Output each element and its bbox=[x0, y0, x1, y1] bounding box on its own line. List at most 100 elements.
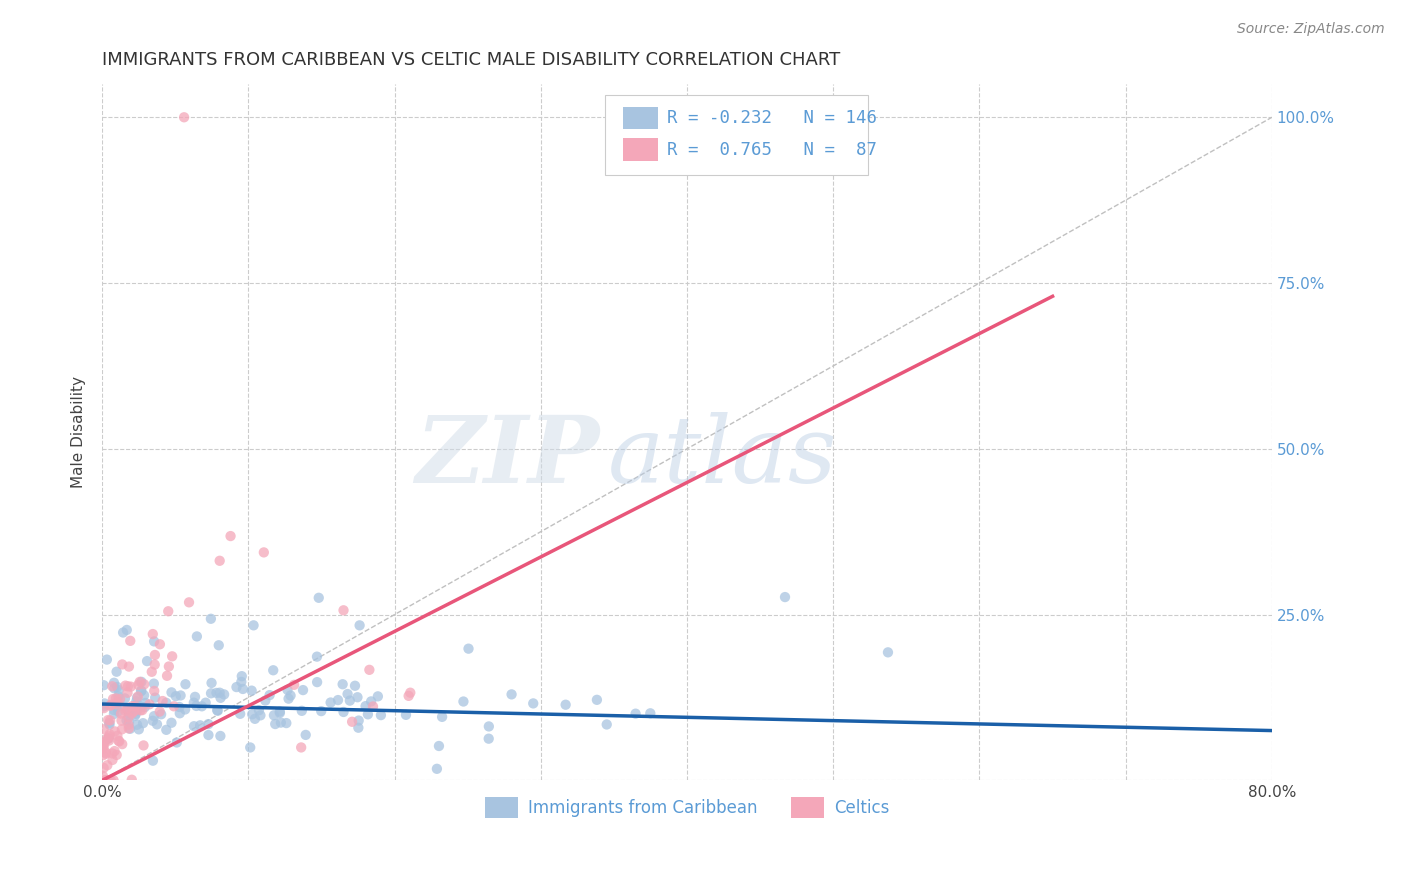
Point bbox=[117, 710, 139, 724]
Point bbox=[280, 689, 302, 703]
Point bbox=[269, 706, 291, 720]
Point bbox=[501, 687, 523, 701]
Point bbox=[367, 690, 389, 704]
Point bbox=[108, 734, 131, 748]
Point bbox=[349, 618, 371, 632]
Point bbox=[127, 678, 149, 692]
Point bbox=[104, 691, 127, 706]
Point bbox=[103, 703, 125, 717]
Point bbox=[225, 680, 247, 694]
Point bbox=[94, 773, 117, 788]
Point bbox=[122, 704, 145, 718]
Point bbox=[103, 706, 125, 721]
Point bbox=[197, 717, 219, 731]
Point bbox=[270, 715, 292, 730]
Point bbox=[191, 699, 214, 714]
Point bbox=[254, 693, 277, 707]
Point bbox=[105, 747, 128, 762]
Point bbox=[100, 698, 122, 712]
Point bbox=[105, 698, 128, 712]
Point bbox=[94, 746, 117, 760]
Point bbox=[115, 714, 138, 728]
Point bbox=[131, 683, 153, 698]
Point bbox=[117, 679, 139, 693]
Point bbox=[292, 683, 315, 698]
Point bbox=[259, 688, 281, 702]
Point bbox=[160, 715, 183, 730]
Point bbox=[96, 652, 118, 666]
Point bbox=[107, 733, 129, 747]
Point bbox=[152, 694, 174, 708]
Point bbox=[107, 690, 129, 704]
Point bbox=[340, 714, 363, 729]
FancyBboxPatch shape bbox=[605, 95, 869, 175]
Point bbox=[143, 634, 166, 648]
Point bbox=[142, 676, 165, 690]
Point bbox=[103, 681, 125, 696]
Point bbox=[114, 704, 136, 718]
Point bbox=[773, 590, 796, 604]
Point bbox=[294, 728, 316, 742]
Point bbox=[305, 649, 328, 664]
Point bbox=[101, 692, 124, 706]
Point bbox=[127, 690, 149, 704]
Point bbox=[359, 663, 381, 677]
Point bbox=[160, 649, 183, 664]
Point bbox=[107, 695, 129, 709]
Point bbox=[347, 721, 370, 735]
Point bbox=[142, 754, 165, 768]
Point bbox=[370, 708, 392, 723]
Point bbox=[125, 690, 148, 705]
Point bbox=[174, 702, 197, 716]
FancyBboxPatch shape bbox=[623, 107, 658, 129]
Point bbox=[117, 686, 139, 700]
Point bbox=[264, 717, 287, 731]
Point bbox=[457, 641, 479, 656]
Point bbox=[98, 717, 121, 731]
Point bbox=[354, 699, 377, 714]
Point bbox=[346, 690, 368, 705]
Point bbox=[186, 629, 208, 643]
Point bbox=[165, 690, 187, 704]
Point bbox=[554, 698, 576, 712]
Point bbox=[183, 696, 205, 710]
Point bbox=[110, 706, 132, 721]
Point bbox=[132, 716, 155, 731]
Point bbox=[209, 690, 232, 705]
Point bbox=[332, 603, 354, 617]
Text: Source: ZipAtlas.com: Source: ZipAtlas.com bbox=[1237, 22, 1385, 37]
Point bbox=[134, 700, 156, 714]
Point bbox=[125, 694, 148, 708]
Point bbox=[291, 704, 314, 718]
Point bbox=[93, 699, 115, 714]
Point bbox=[339, 693, 361, 707]
Point bbox=[134, 677, 156, 691]
Point bbox=[596, 717, 619, 731]
Point bbox=[120, 633, 142, 648]
Point bbox=[103, 675, 125, 690]
Point bbox=[205, 686, 228, 700]
Point bbox=[229, 706, 252, 721]
Point bbox=[134, 696, 156, 710]
Text: R =  0.765   N =  87: R = 0.765 N = 87 bbox=[668, 141, 877, 159]
Point bbox=[117, 702, 139, 716]
Point bbox=[91, 736, 114, 750]
Point bbox=[97, 713, 120, 727]
Point bbox=[427, 739, 450, 753]
Point bbox=[124, 699, 146, 714]
Point bbox=[136, 654, 159, 668]
Point bbox=[174, 677, 197, 691]
Point bbox=[208, 686, 231, 700]
Point bbox=[115, 701, 138, 715]
Point bbox=[209, 729, 232, 743]
FancyBboxPatch shape bbox=[623, 138, 658, 161]
Point bbox=[207, 704, 229, 718]
Point bbox=[118, 714, 141, 729]
Point bbox=[194, 696, 217, 710]
Point bbox=[240, 683, 263, 698]
Point bbox=[93, 697, 115, 711]
Point bbox=[94, 747, 117, 761]
Point bbox=[308, 591, 330, 605]
Point bbox=[142, 627, 165, 641]
Point bbox=[108, 692, 131, 706]
